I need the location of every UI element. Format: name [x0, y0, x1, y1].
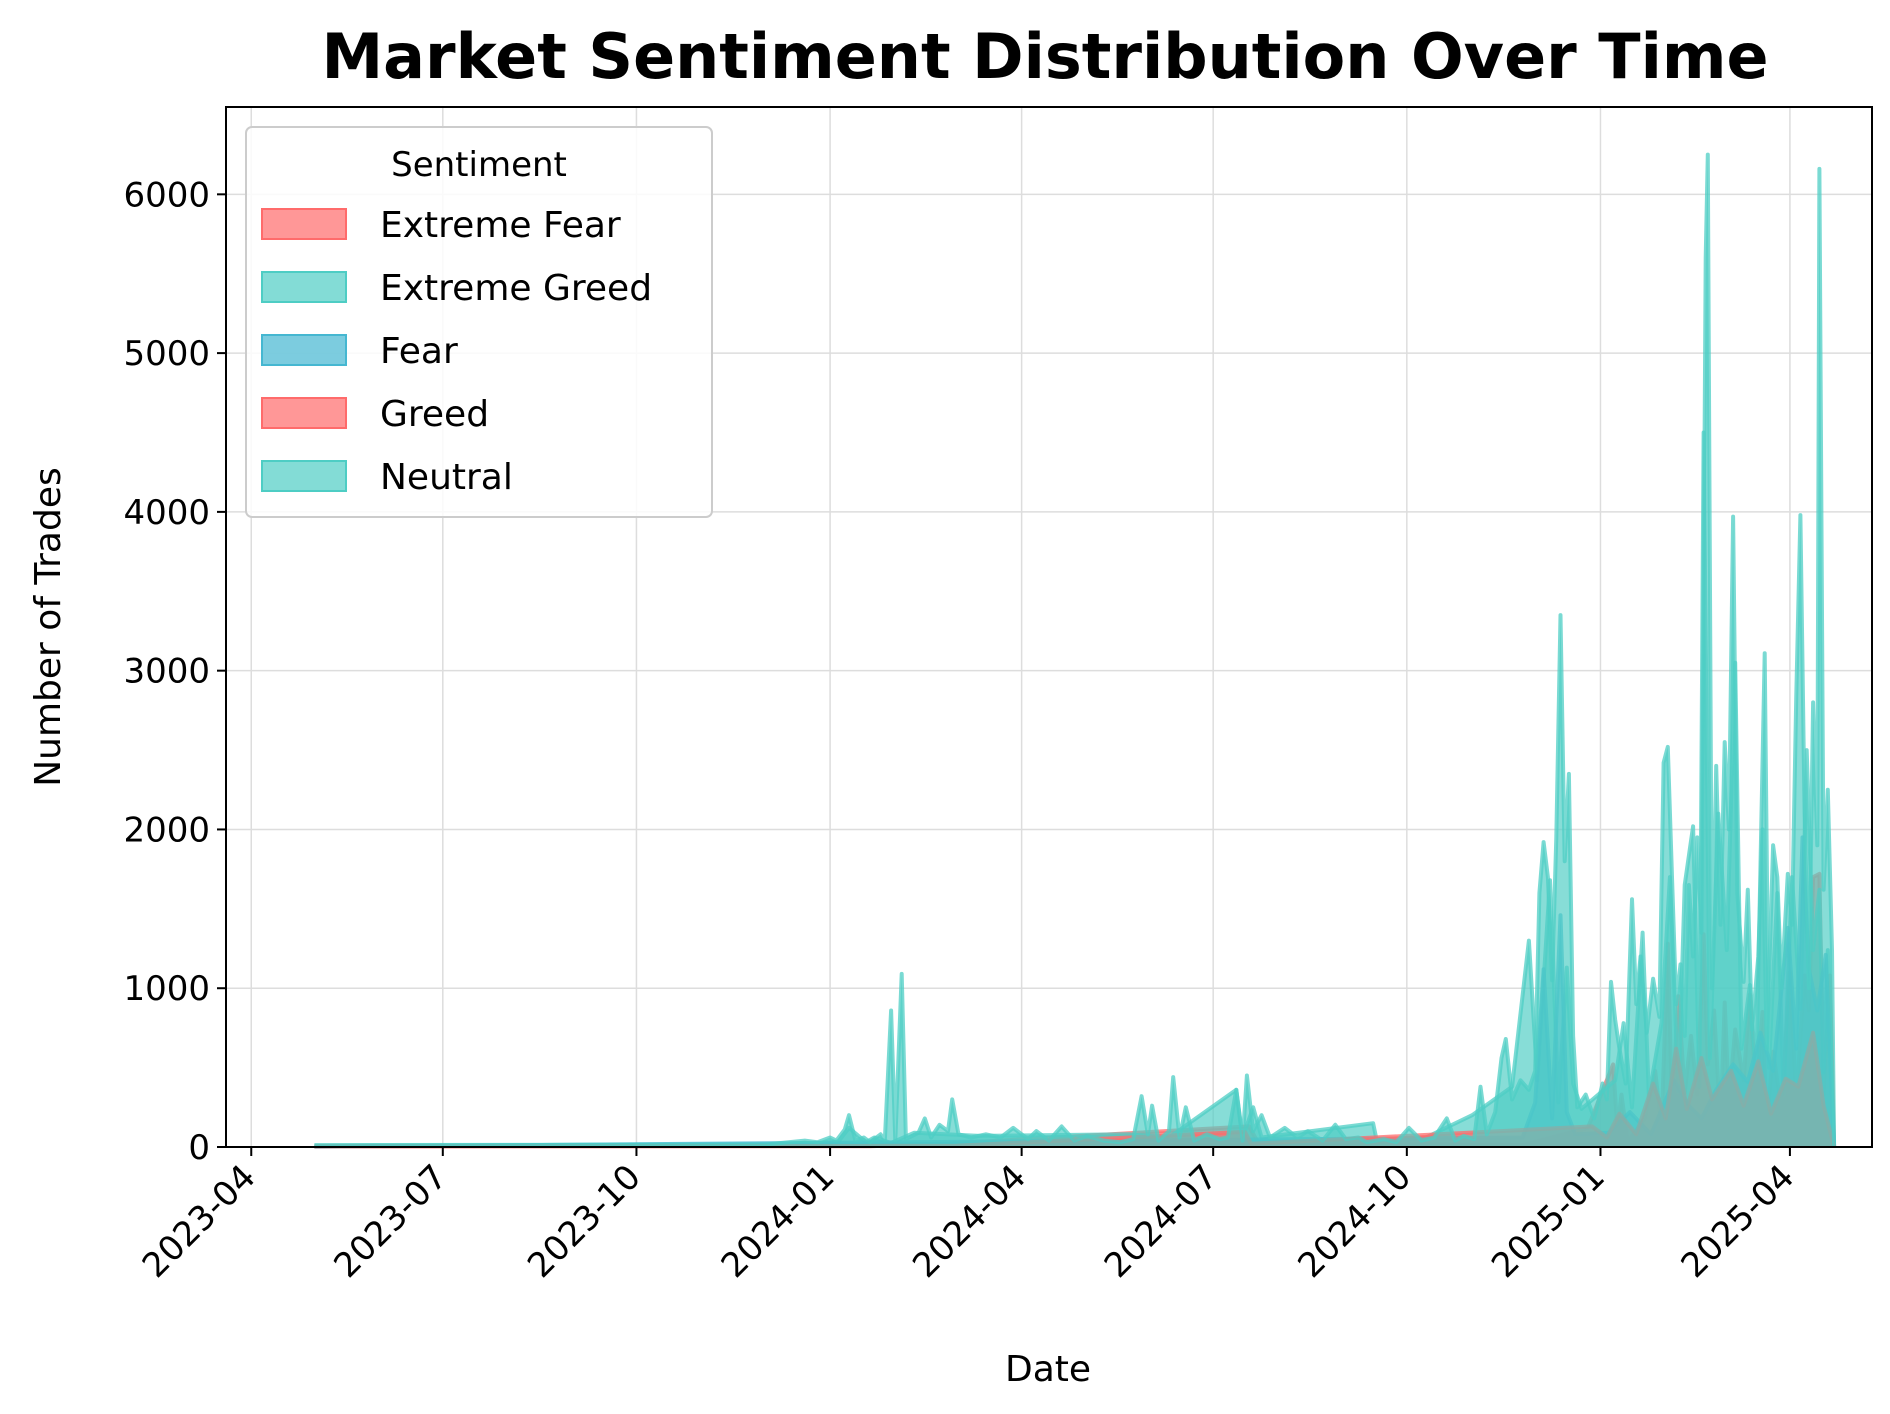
legend-item: Greed — [261, 394, 489, 435]
series-layer — [314, 152, 1837, 1149]
legend-item: Extreme Greed — [261, 268, 652, 309]
legend-swatch — [261, 208, 347, 240]
y-tick-label: 3000 — [123, 652, 210, 692]
y-axis-label: Number of Trades — [28, 467, 69, 787]
legend-label: Greed — [380, 394, 489, 435]
legend-item: Fear — [261, 331, 458, 372]
legend-box — [245, 126, 713, 518]
chart-title: Market Sentiment Distribution Over Time — [321, 20, 1768, 93]
plot-area-frame — [225, 106, 1873, 1148]
y-tick-label: 1000 — [123, 969, 210, 1009]
legend-items: Extreme Fear Extreme Greed Fear Greed Neutra… — [261, 205, 652, 498]
legend-label: Extreme Fear — [380, 205, 621, 246]
y-tick-label: 6000 — [123, 175, 210, 215]
legend-label: Neutral — [380, 457, 513, 498]
legend: Sentiment Extreme Fear Extreme Greed Fear G… — [245, 126, 713, 518]
legend-item: Extreme Fear — [261, 205, 621, 246]
y-tick-label: 2000 — [123, 810, 210, 850]
legend-swatch — [261, 334, 347, 366]
legend-swatch — [261, 271, 347, 303]
x-axis-label: Date — [1005, 1349, 1091, 1390]
legend-item: Neutral — [261, 457, 513, 498]
legend-label: Extreme Greed — [380, 268, 652, 309]
y-tick-label: 4000 — [123, 493, 210, 533]
legend-label: Fear — [380, 331, 458, 372]
series-area — [314, 154, 1835, 1148]
legend-title: Sentiment — [391, 145, 567, 185]
series-neutral — [314, 152, 1837, 1148]
legend-swatch — [261, 397, 347, 429]
series-line — [314, 152, 1837, 1148]
y-tick-label: 0 — [188, 1128, 210, 1168]
y-tick-label: 5000 — [123, 334, 210, 374]
legend-swatch — [261, 460, 347, 492]
